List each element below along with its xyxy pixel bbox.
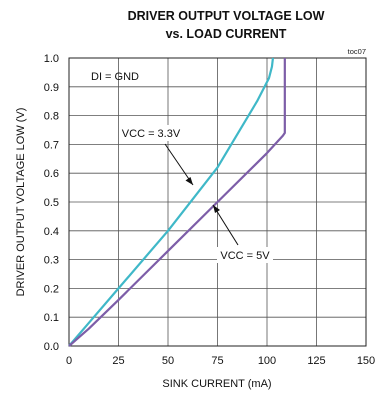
y-tick-label: 0.7 bbox=[44, 139, 59, 151]
series-line-vcc-3v3 bbox=[68, 57, 275, 347]
y-axis-ticks: 0.0 0.1 0.2 0.3 0.4 0.5 0.6 0.7 0.8 0.9 1.0 bbox=[44, 53, 59, 353]
y-tick-label: 0.1 bbox=[44, 312, 59, 324]
grid bbox=[69, 58, 366, 346]
x-tick-label: 75 bbox=[211, 355, 223, 367]
vcc33-arrow-line bbox=[164, 143, 194, 186]
vcc33-arrow-head bbox=[185, 177, 193, 185]
series-line-vcc-5v bbox=[68, 58, 286, 347]
x-tick-label: 125 bbox=[307, 355, 325, 367]
y-tick-label: 0.2 bbox=[44, 283, 59, 295]
x-axis-ticks: 0 25 50 75 100 125 150 bbox=[66, 355, 375, 367]
vcc5-label: VCC = 5V bbox=[220, 250, 270, 262]
chart-title: DRIVER OUTPUT VOLTAGE LOW bbox=[128, 9, 325, 23]
y-tick-label: 0.3 bbox=[44, 255, 59, 267]
plot-tag: toc07 bbox=[348, 47, 366, 56]
vcc5-label-box bbox=[217, 247, 273, 263]
condition-label: DI = GND bbox=[91, 71, 139, 83]
series-lines bbox=[68, 57, 286, 347]
vcc33-label-box bbox=[119, 125, 183, 141]
y-tick-label: 1.0 bbox=[44, 53, 59, 65]
x-tick-label: 50 bbox=[162, 355, 174, 367]
vcc5-arrow-head bbox=[213, 205, 220, 213]
y-tick-label: 0.6 bbox=[44, 168, 59, 180]
y-tick-label: 0.5 bbox=[44, 197, 59, 209]
annotations: VCC = 3.3V VCC = 5V bbox=[119, 125, 273, 263]
vcc33-label: VCC = 3.3V bbox=[122, 128, 181, 140]
y-tick-label: 0.9 bbox=[44, 82, 59, 94]
x-tick-label: 150 bbox=[357, 355, 375, 367]
x-tick-label: 0 bbox=[66, 355, 72, 367]
plot-frame bbox=[68, 57, 367, 347]
x-tick-label: 25 bbox=[112, 355, 124, 367]
y-tick-label: 0.4 bbox=[44, 226, 59, 238]
chart-subtitle: vs. LOAD CURRENT bbox=[166, 27, 287, 41]
x-axis-label: SINK CURRENT (mA) bbox=[162, 378, 271, 390]
y-tick-label: 0.8 bbox=[44, 111, 59, 123]
y-tick-label: 0.0 bbox=[44, 341, 59, 353]
x-tick-label: 100 bbox=[258, 355, 276, 367]
y-axis-label: DRIVER OUTPUT VOLTAGE LOW (V) bbox=[15, 108, 27, 297]
